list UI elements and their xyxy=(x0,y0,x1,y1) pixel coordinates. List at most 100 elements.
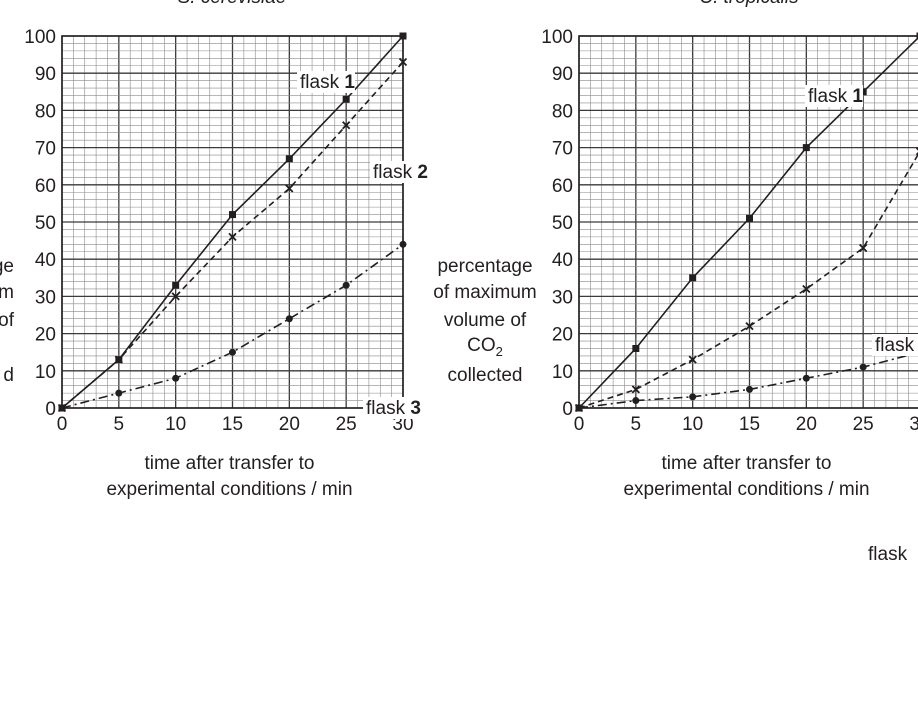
x-tick-label: 10 xyxy=(165,414,186,435)
x-axis-label: experimental conditions / min xyxy=(623,479,869,500)
x-axis-label: experimental conditions / min xyxy=(106,479,352,500)
x-axis-label: time after transfer to xyxy=(144,453,314,474)
series-label: flask xyxy=(875,335,915,356)
data-point xyxy=(802,374,810,382)
y-axis-label: of maximum xyxy=(433,282,536,303)
y-tick-label: 50 xyxy=(552,213,573,234)
x-axis-label: time after transfer to xyxy=(661,453,831,474)
x-tick-label: 0 xyxy=(574,414,585,435)
data-point xyxy=(859,243,868,253)
y-axis-label: of xyxy=(0,310,15,331)
y-tick-label: 70 xyxy=(552,139,573,160)
data-point xyxy=(342,121,351,130)
y-tick-label: 0 xyxy=(562,399,573,420)
y-tick-label: 20 xyxy=(552,325,573,346)
data-point xyxy=(228,232,237,242)
x-tick-label: 25 xyxy=(853,414,874,435)
data-point xyxy=(399,240,407,248)
data-point xyxy=(342,281,350,289)
x-tick-label: 20 xyxy=(796,414,817,435)
data-point xyxy=(171,292,180,301)
y-tick-label: 40 xyxy=(35,250,56,271)
y-tick-label: 10 xyxy=(552,362,573,383)
y-tick-label: 50 xyxy=(35,213,56,234)
y-tick-label: 90 xyxy=(35,64,56,85)
plot-frame xyxy=(578,35,918,409)
y-tick-label: 40 xyxy=(552,250,573,271)
chart-title: S. cerevisiae xyxy=(178,0,287,8)
data-point xyxy=(115,389,123,397)
y-tick-label: 30 xyxy=(35,287,56,308)
data-point xyxy=(689,393,697,401)
grid xyxy=(578,35,918,409)
data-point xyxy=(229,211,236,219)
data-point xyxy=(229,348,236,356)
x-tick-label: 0 xyxy=(57,414,68,435)
data-point xyxy=(631,385,640,394)
data-point xyxy=(285,155,293,163)
y-axis-label: percentage xyxy=(437,256,532,277)
series-label-bg xyxy=(297,71,355,93)
series-label: flask 2 xyxy=(373,162,428,183)
x-tick-label: 30 xyxy=(392,414,413,435)
data-point xyxy=(285,184,294,193)
y-tick-label: 70 xyxy=(35,139,56,160)
x-tick-label: 25 xyxy=(336,414,357,435)
data-point xyxy=(916,32,918,40)
series-label: flask xyxy=(868,544,908,565)
series-label-bg xyxy=(370,161,428,183)
chart-title: C. tropicalis xyxy=(699,0,799,8)
data-point xyxy=(688,355,697,364)
y-tick-label: 30 xyxy=(552,287,573,308)
series-flask-2 xyxy=(574,147,918,413)
x-tick-label: 20 xyxy=(279,414,300,435)
series-label: flask 1 xyxy=(300,72,355,93)
series-line xyxy=(578,153,918,409)
series-flask-3 xyxy=(575,349,918,412)
series-label-bg xyxy=(805,85,863,107)
series-label-bg xyxy=(865,543,915,565)
y-axis-label: CO2 xyxy=(467,335,503,359)
data-point xyxy=(172,374,180,382)
x-tick-label: 15 xyxy=(739,414,760,435)
data-point xyxy=(114,355,123,364)
data-point xyxy=(859,363,867,371)
series-flask-1 xyxy=(575,32,918,412)
series-label-bg xyxy=(363,397,421,419)
y-tick-label: 90 xyxy=(552,64,573,85)
data-point xyxy=(632,344,640,352)
x-tick-label: 5 xyxy=(114,414,125,435)
chart-panel-2: C. tropicalis 0 5 10 15 20 25 30 0 10 20 30 40 50 60 70… xyxy=(433,0,918,565)
series-flask-2 xyxy=(57,57,408,413)
data-point xyxy=(285,315,293,323)
x-tick-label: 10 xyxy=(682,414,703,435)
series-label: flask 1 xyxy=(808,86,863,107)
series-line xyxy=(578,351,918,409)
data-point xyxy=(859,88,867,96)
y-axis-label: collected xyxy=(448,365,523,386)
y-tick-label: 20 xyxy=(35,325,56,346)
data-point xyxy=(802,144,810,152)
y-tick-label: 60 xyxy=(35,176,56,197)
data-point xyxy=(802,284,811,294)
series-label: flask 3 xyxy=(366,398,421,419)
y-tick-label: 100 xyxy=(541,27,573,48)
y-tick-label: 80 xyxy=(552,101,573,122)
y-axis-label: ge xyxy=(0,256,14,277)
y-axis-label: um xyxy=(0,282,14,303)
chart-panel-1: S. cerevisiae 0 5 10 15 20 25 30 0 10 20 30 40 50 60 70… xyxy=(0,0,428,500)
data-point xyxy=(172,281,180,289)
y-tick-label: 0 xyxy=(45,399,56,420)
data-point xyxy=(745,322,754,331)
x-tick-label: 15 xyxy=(222,414,243,435)
data-point xyxy=(575,404,583,412)
x-tick-label: 30 xyxy=(909,414,918,435)
data-point xyxy=(746,385,753,393)
data-point xyxy=(399,32,407,40)
data-point xyxy=(58,404,66,412)
y-tick-label: 10 xyxy=(35,362,56,383)
y-tick-label: 80 xyxy=(35,101,56,122)
data-point xyxy=(689,274,697,282)
y-axis-label: d xyxy=(3,365,14,386)
